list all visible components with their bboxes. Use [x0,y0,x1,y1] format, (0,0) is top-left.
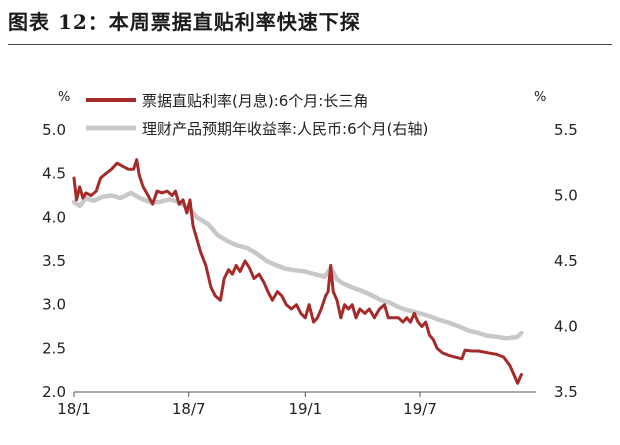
chart-series [71,158,524,385]
series-line-bill-rate [72,158,523,385]
y-right-tick-label: 5.5 [554,121,578,139]
x-tick-label: 19/1 [288,400,322,418]
chart-axes: 5.0 4.5 4.0 3.5 3.0 2.5 2.0 5.5 5.0 4.5 4.0 3.5 18/1… [42,121,578,418]
y-right-tick-label: 3.5 [554,383,578,401]
x-tick-label: 19/7 [403,400,437,418]
y-left-tick-label: 2.0 [42,383,66,401]
left-axis-unit: % [58,90,70,105]
y-left-tick-label: 5.0 [42,121,66,139]
title-divider [8,44,612,45]
legend-label-wealth-yield: 理财产品预期年收益率:人民币:6个月(右轴) [142,120,428,138]
x-tick-label: 18/7 [172,400,206,418]
y-right-tick-label: 4.0 [554,318,578,336]
right-axis-unit: % [534,90,546,105]
x-tick-label: 18/1 [57,400,91,418]
y-left-tick-label: 4.0 [42,208,66,226]
series-line-wealth-yield [71,190,524,341]
y-left-tick-label: 3.5 [42,252,66,270]
y-left-tick-label: 3.0 [42,296,66,314]
figure-title: 图表 12：本周票据直贴利率快速下探 [8,10,361,34]
y-left-tick-label: 2.5 [42,339,66,357]
y-right-tick-label: 5.0 [554,187,578,205]
legend-label-bill-rate: 票据直贴利率(月息):6个月:长三角 [142,92,368,110]
y-left-tick-label: 4.5 [42,165,66,183]
y-right-tick-label: 4.5 [554,252,578,270]
chart-legend: 票据直贴利率(月息):6个月:长三角 理财产品预期年收益率:人民币:6个月(右轴… [86,92,428,138]
